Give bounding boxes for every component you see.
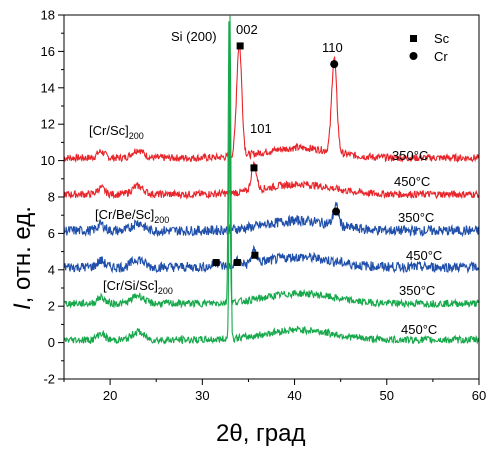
- y-tick-label: 18: [41, 8, 55, 23]
- x-tick-label: 20: [103, 388, 117, 403]
- y-tick-label: 8: [48, 190, 55, 205]
- legend: Sc Cr: [409, 31, 450, 64]
- x-tick-label: 30: [195, 388, 209, 403]
- axes-layer: 20 30 40 50 60 -2 0 2 4 6 8 10 12 14 16 18: [41, 8, 487, 404]
- x-tick-label: 60: [472, 388, 486, 403]
- sc-peak-marker: [212, 259, 220, 267]
- y-tick-label: 14: [41, 80, 55, 95]
- temp-label-blue-350: 350°C: [398, 210, 434, 225]
- legend-square-marker: [410, 35, 417, 42]
- y-tick-label: 12: [41, 117, 55, 132]
- annotation-peak-002: 002: [236, 22, 258, 37]
- x-tick-label: 40: [287, 388, 301, 403]
- sample-label-cr-sc-sub: 200: [129, 131, 144, 141]
- series-layer: [63, 15, 479, 345]
- series-line-red-8: [63, 161, 479, 200]
- y-tick-label: 4: [48, 262, 55, 277]
- x-axis-title: 2θ, град: [216, 420, 305, 447]
- y-tick-label: 0: [48, 335, 55, 350]
- cr-peak-marker: [330, 60, 339, 69]
- sample-label-cr-be-sc-main: [Cr/Be/Sc]: [95, 207, 154, 222]
- legend-label-sc: Sc: [434, 31, 450, 46]
- annotation-peak-110: 110: [322, 40, 343, 55]
- temp-label-green-350: 350°C: [399, 283, 435, 298]
- sample-label-cr-si-sc-main: [Cr/Si/Sc]: [103, 278, 158, 293]
- temp-label-green-450: 450°C: [401, 322, 437, 337]
- y-tick-label: 16: [41, 44, 55, 59]
- sc-peak-marker: [250, 164, 258, 172]
- annotation-peak-101: 101: [250, 121, 272, 136]
- series-line-blue-4: [63, 244, 479, 274]
- sc-peak-marker: [233, 259, 241, 267]
- temp-label-blue-450: 450°C: [406, 248, 442, 263]
- series-line-green-0: [63, 15, 479, 345]
- sample-label-cr-si-sc: [Cr/Si/Sc]200: [103, 278, 173, 296]
- annotation-si-200: Si (200): [171, 29, 217, 44]
- sample-label-cr-si-sc-sub: 200: [158, 286, 173, 296]
- sample-label-cr-be-sc: [Cr/Be/Sc]200: [95, 207, 169, 225]
- sc-peak-marker: [236, 42, 244, 50]
- y-tick-label: 6: [48, 226, 55, 241]
- series-line-red-10: [63, 44, 479, 164]
- y-axis-title-symbol: I: [9, 303, 36, 310]
- y-axis-title: I, отн. ед.: [9, 206, 36, 310]
- sample-label-cr-sc: [Cr/Sc]200: [89, 123, 144, 141]
- temp-label-red-450: 450°C: [394, 174, 430, 189]
- y-tick-label: 10: [41, 153, 55, 168]
- y-axis-title-units: , отн. ед.: [9, 206, 36, 303]
- legend-label-cr: Cr: [434, 49, 448, 64]
- sc-peak-marker: [251, 251, 259, 259]
- series-line-blue-6: [63, 201, 479, 238]
- marker-layer: [212, 42, 341, 267]
- series-line-green-2: [63, 21, 479, 309]
- legend-circle-marker: [409, 52, 418, 60]
- y-tick-label: 2: [48, 299, 55, 314]
- sample-label-cr-be-sc-sub: 200: [154, 215, 169, 225]
- temp-label-red-350: 350°C: [392, 148, 428, 163]
- sample-label-cr-sc-main: [Cr/Sc]: [89, 123, 129, 138]
- cr-peak-marker: [332, 207, 341, 216]
- y-tick-label: -2: [43, 372, 55, 387]
- x-tick-label: 50: [380, 388, 394, 403]
